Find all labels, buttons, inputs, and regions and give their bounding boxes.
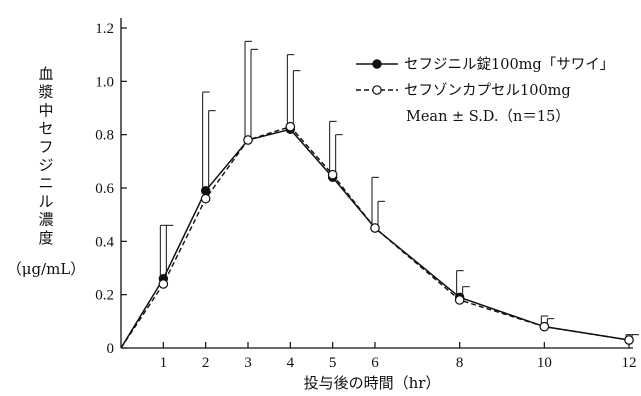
y-axis-unit: （μg/mL） (7, 260, 86, 278)
legend-marker-series-2 (372, 85, 382, 95)
x-tick-label: 8 (456, 355, 464, 371)
y-tick-label: 0.4 (95, 234, 114, 250)
data-point-series-2 (158, 279, 169, 289)
legend-label-series-1: セフジニル錠100mg「サワイ」 (404, 56, 614, 73)
y-axis-label-char: フ (38, 138, 53, 156)
x-tick-label: 10 (537, 355, 552, 371)
x-axis-label: 投与後の時間（hr） (304, 374, 441, 392)
data-point-series-1 (200, 185, 211, 196)
data-point-series-2 (454, 295, 465, 305)
y-tick-label: 0.8 (95, 128, 114, 144)
y-axis-label-char: ル (38, 192, 53, 210)
data-point-series-2 (243, 135, 253, 145)
data-point-series-2 (370, 223, 380, 233)
x-tick-label: 12 (622, 355, 637, 371)
x-tick-label: 4 (287, 355, 295, 371)
y-axis-label-char: 漿 (38, 83, 53, 101)
y-axis-label-char: 度 (38, 229, 53, 247)
y-axis-label-char: 濃 (38, 211, 53, 229)
series-line-1 (120, 128, 630, 349)
data-point-series-2 (327, 169, 338, 180)
x-tick-label: 3 (244, 355, 252, 371)
y-axis-label-char: 中 (38, 101, 53, 119)
x-tick-label: 1 (160, 355, 168, 371)
data-point-series-2 (539, 321, 550, 332)
y-axis-label-char: ジ (38, 156, 53, 174)
x-tick-label: 2 (202, 355, 210, 371)
y-tick-label: 1.2 (95, 21, 114, 37)
y-tick-label: 0.6 (95, 181, 114, 197)
y-axis-label-char: セ (38, 120, 53, 138)
data-point-series-2 (285, 121, 296, 132)
legend-label-series-2: セフゾンカプセル100mg (404, 82, 571, 99)
y-tick-label: 0 (107, 341, 115, 357)
legend: セフジニル錠100mg「サワイ」 セフゾンカプセル100mg Mean ± S.… (356, 56, 614, 125)
y-tick-label: 0.2 (95, 288, 114, 304)
data-point-series-2 (200, 193, 211, 204)
series-line-2 (120, 125, 630, 349)
data-point-series-2 (624, 335, 634, 345)
x-tick-label: 6 (371, 355, 379, 371)
x-tick-label: 5 (329, 355, 337, 371)
y-axis-label-char: 血 (38, 65, 53, 83)
legend-marker-series-1 (372, 59, 382, 69)
plot-area: 00.20.40.60.81.01.21 2 3 4 5 6 8 10 12 (95, 18, 639, 371)
y-tick-label: 1.0 (95, 74, 114, 90)
legend-note: Mean ± S.D.（n＝15） (406, 108, 570, 125)
y-axis-label-char: ニ (38, 174, 53, 192)
